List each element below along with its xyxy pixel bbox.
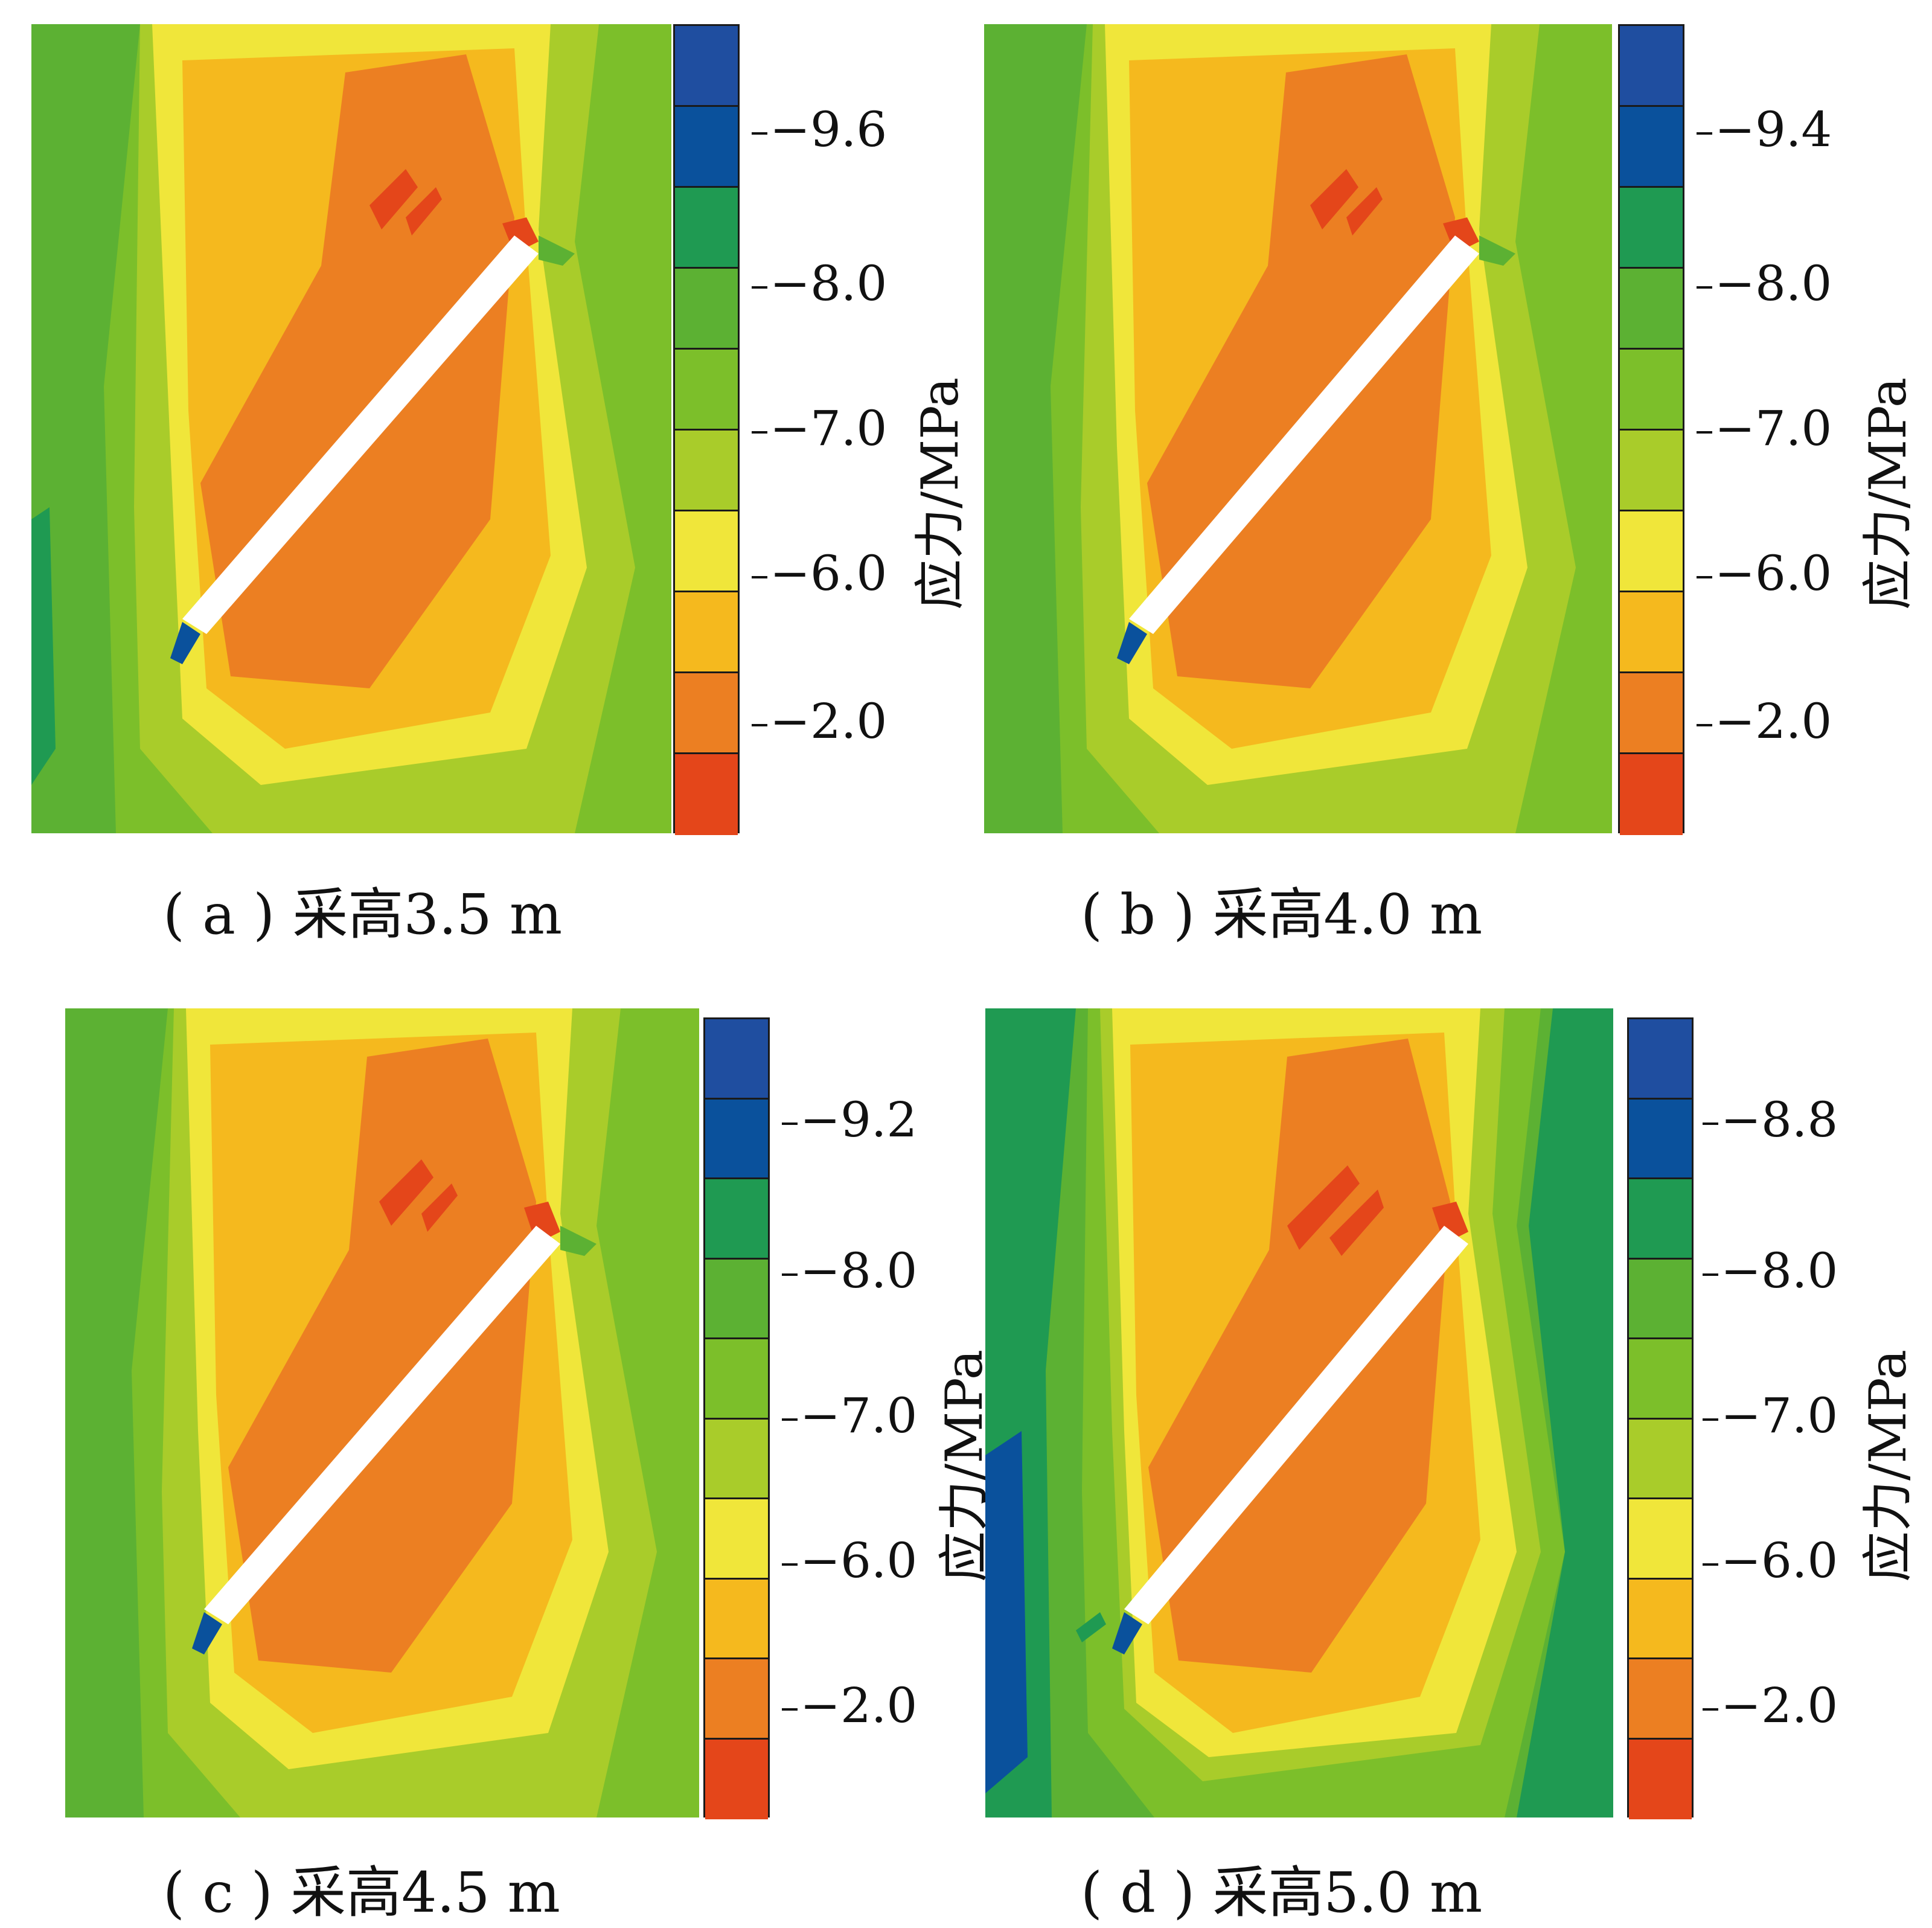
colorbar-segment — [1620, 269, 1683, 350]
tick-label: −7.0 — [782, 1392, 917, 1440]
stress-contour-svg — [985, 1008, 1613, 1818]
tick-label: −2.0 — [752, 697, 887, 746]
colorbar-segment — [705, 1739, 768, 1819]
colorbar-segment — [675, 673, 738, 754]
colorbar-segment — [705, 1339, 768, 1420]
colorbar-segment — [705, 1019, 768, 1100]
colorbar-unit-label: 应力/MPa — [1858, 1349, 1918, 1582]
colorbar-segment — [675, 511, 738, 592]
colorbar-segment — [1620, 592, 1683, 673]
stress-contour-field — [985, 1008, 1613, 1818]
colorbar-segment — [1620, 26, 1683, 107]
colorbar-segment — [1629, 1499, 1692, 1580]
colorbar-segment — [705, 1579, 768, 1659]
colorbar-segment — [1620, 107, 1683, 188]
colorbar — [703, 1017, 770, 1819]
panel-caption: ( d ) 采高5.0 m — [1081, 1860, 1483, 1925]
colorbar-segment — [675, 592, 738, 673]
tick-label: −6.0 — [1703, 1537, 1838, 1585]
stress-contour-field — [984, 24, 1612, 833]
colorbar-segment — [1629, 1739, 1692, 1819]
colorbar-segment — [1629, 1339, 1692, 1420]
panel-caption: ( b ) 采高4.0 m — [1081, 882, 1483, 947]
colorbar-segment — [675, 350, 738, 431]
colorbar-segment — [675, 431, 738, 511]
colorbar-segment — [1629, 1419, 1692, 1499]
colorbar-segment — [1629, 1579, 1692, 1659]
colorbar-segment — [1620, 431, 1683, 511]
colorbar-segment — [675, 754, 738, 835]
tick-label: −7.0 — [1697, 405, 1832, 453]
colorbar-segment — [705, 1499, 768, 1580]
panel-caption: ( c ) 采高4.5 m — [163, 1860, 560, 1925]
tick-label: −9.4 — [1697, 106, 1832, 154]
colorbar-segment — [1620, 673, 1683, 754]
tick-label: −2.0 — [1697, 697, 1832, 746]
stress-contour-svg — [65, 1008, 699, 1818]
colorbar — [1618, 24, 1684, 835]
colorbar-segment — [1620, 511, 1683, 592]
colorbar-segment — [1629, 1099, 1692, 1179]
colorbar-unit-label: 应力/MPa — [1858, 377, 1918, 610]
colorbar — [673, 24, 740, 835]
colorbar-segment — [675, 26, 738, 107]
tick-label: −8.0 — [752, 260, 887, 308]
tick-label: −2.0 — [782, 1682, 917, 1730]
tick-label: −2.0 — [1703, 1682, 1838, 1730]
tick-label: −9.2 — [782, 1096, 917, 1144]
stress-contour-field — [31, 24, 671, 833]
colorbar-segment — [1629, 1179, 1692, 1260]
colorbar-segment — [1620, 188, 1683, 269]
colorbar-segment — [675, 188, 738, 269]
tick-label: −7.0 — [1703, 1392, 1838, 1440]
colorbar-segment — [1629, 1259, 1692, 1339]
colorbar-segment — [675, 107, 738, 188]
tick-label: −6.0 — [1697, 549, 1832, 598]
colorbar-segment — [705, 1419, 768, 1499]
colorbar-unit-label: 应力/MPa — [910, 377, 970, 610]
tick-label: −8.0 — [1697, 260, 1832, 308]
tick-label: −7.0 — [752, 405, 887, 453]
tick-label: −8.8 — [1703, 1096, 1838, 1144]
tick-label: −6.0 — [782, 1537, 917, 1585]
colorbar — [1627, 1017, 1694, 1819]
tick-label: −6.0 — [752, 549, 887, 598]
colorbar-segment — [705, 1259, 768, 1339]
colorbar-segment — [705, 1099, 768, 1179]
panel-caption: ( a ) 采高3.5 m — [163, 882, 563, 947]
stress-contour-svg — [984, 24, 1612, 833]
colorbar-segment — [1629, 1019, 1692, 1100]
stress-contour-svg — [31, 24, 671, 833]
colorbar-segment — [675, 269, 738, 350]
tick-label: −8.0 — [1703, 1247, 1838, 1295]
tick-label: −9.6 — [752, 106, 887, 154]
colorbar-segment — [705, 1659, 768, 1740]
colorbar-segment — [1629, 1659, 1692, 1740]
tick-label: −8.0 — [782, 1247, 917, 1295]
stress-contour-field — [65, 1008, 699, 1818]
colorbar-segment — [1620, 754, 1683, 835]
colorbar-segment — [1620, 350, 1683, 431]
colorbar-segment — [705, 1179, 768, 1260]
